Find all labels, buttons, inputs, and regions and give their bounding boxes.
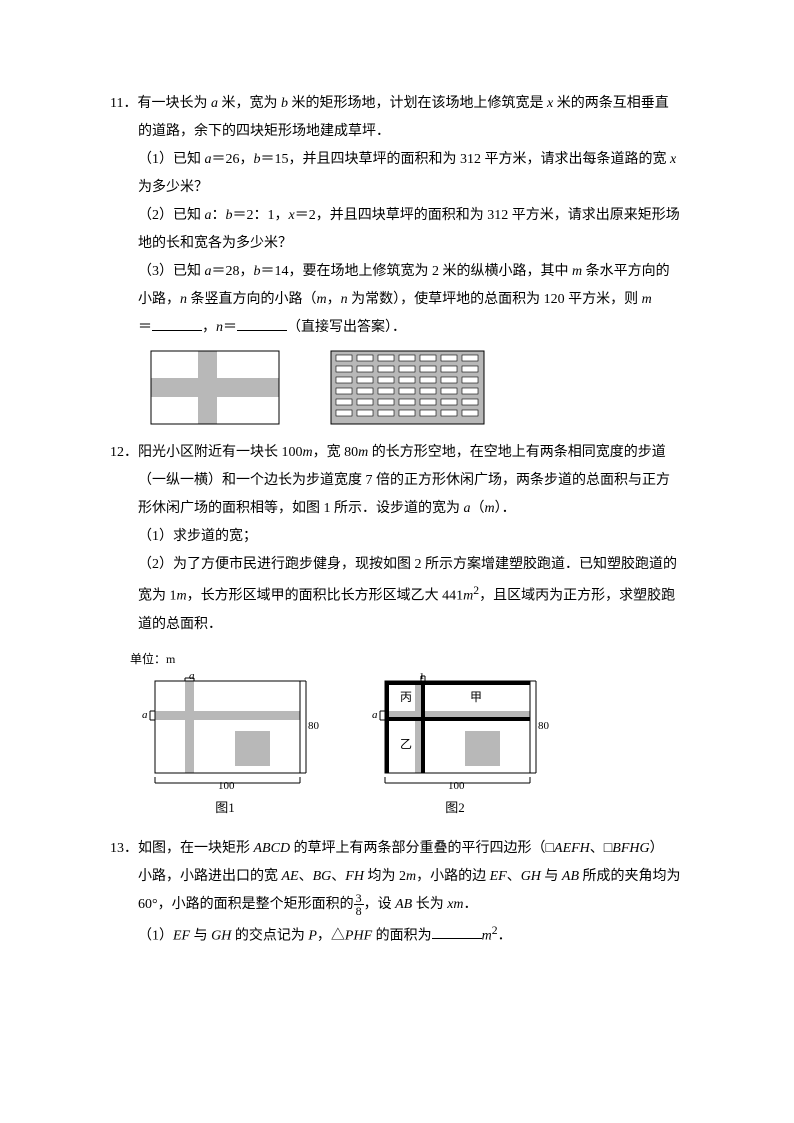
q11-p3: （3）已知 a＝28，b＝14，要在场地上修筑宽为 2 米的纵横小路，其中 m … — [110, 258, 684, 286]
fig1-label: 图1 — [215, 795, 235, 821]
problem-11: 11．有一块长为 a 米，宽为 b 米的矩形场地，计划在该场地上修筑宽是 x 米… — [110, 90, 684, 425]
q13-stem: 13．如图，在一块矩形 ABCD 的草坪上有两条部分重叠的平行四边形（□AEFH… — [110, 835, 684, 863]
svg-text:100: 100 — [448, 780, 465, 792]
q12-p2: （2）为了方便市民进行跑步健身，现按如图 2 所示方案增建塑胶跑道．已知塑胶跑道… — [110, 551, 684, 579]
blank-m[interactable] — [152, 317, 202, 331]
blank-area[interactable] — [432, 925, 482, 939]
q11-p3-ans: ＝，n＝（直接写出答案）． — [110, 314, 684, 342]
svg-text:a: a — [142, 709, 148, 721]
blank-n[interactable] — [237, 317, 287, 331]
q12-figures: 单位：m a a 80 100 图1 . — [110, 647, 684, 821]
q11-p2: （2）已知 a：b＝2：1，x＝2，并且四块草坪的面积和为 312 平方米，请求… — [110, 202, 684, 230]
q11-stem: 11．有一块长为 a 米，宽为 b 米的矩形场地，计划在该场地上修筑宽是 x 米… — [110, 90, 684, 118]
svg-text:100: 100 — [218, 780, 235, 792]
q11-num: 11． — [110, 96, 137, 111]
q11-p2-cont: 地的长和宽各为多少米？ — [110, 230, 684, 258]
q12-fig2-wrap: . 丙 甲 乙 1 a 80 100 — [360, 647, 550, 821]
q12-fig2: 丙 甲 乙 1 a 80 100 — [360, 673, 550, 793]
unit-label: 单位：m — [130, 647, 175, 671]
q11-stem-text: 有一块长为 a 米，宽为 b 米的矩形场地，计划在该场地上修筑宽是 x 米的两条… — [137, 96, 668, 111]
q11-fig1 — [150, 350, 280, 425]
q13-p1: （1）EF 与 GH 的交点记为 P，△PHF 的面积为m2． — [110, 919, 684, 951]
q12-p2-2: 宽为 1m，长方形区域甲的面积比长方形区域乙大 441m2，且区域丙为正方形，求… — [110, 579, 684, 611]
q11-p1-cont: 为多少米？ — [110, 174, 684, 202]
q11-p3-cont: 小路，n 条竖直方向的小路（m，n 为常数），使草坪地的总面积为 120 平方米… — [110, 286, 684, 314]
q13-stem-2: 小路，小路进出口的宽 AE、BG、FH 均为 2m，小路的边 EF、GH 与 A… — [110, 863, 684, 891]
q12-fig1-wrap: 单位：m a a 80 100 图1 — [130, 647, 320, 821]
q12-stem: 12．阳光小区附近有一块长 100m，宽 80m 的长方形空地，在空地上有两条相… — [110, 439, 684, 467]
problem-13: 13．如图，在一块矩形 ABCD 的草坪上有两条部分重叠的平行四边形（□AEFH… — [110, 835, 684, 951]
fig2-label: 图2 — [445, 795, 465, 821]
q11-figures — [110, 350, 684, 425]
svg-text:80: 80 — [538, 720, 550, 732]
q11-p1: （1）已知 a＝26，b＝15，并且四块草坪的面积和为 312 平方米，请求出每… — [110, 146, 684, 174]
fraction-3-8: 38 — [354, 892, 364, 917]
problem-12: 12．阳光小区附近有一块长 100m，宽 80m 的长方形空地，在空地上有两条相… — [110, 439, 684, 821]
q12-stem-3: 形休闲广场的面积相等，如图 1 所示．设步道的宽为 a（m）． — [110, 495, 684, 523]
q11-stem-cont: 的道路，余下的四块矩形场地建成草坪． — [110, 118, 684, 146]
q12-stem-2: （一纵一横）和一个边长为步道宽度 7 倍的正方形休闲广场，两条步道的总面积与正方 — [110, 467, 684, 495]
q11-fig2 — [330, 350, 485, 425]
q12-fig1: a a 80 100 — [130, 673, 320, 793]
svg-text:甲: 甲 — [470, 690, 482, 704]
svg-text:a: a — [372, 709, 378, 721]
svg-text:1: 1 — [419, 673, 425, 682]
svg-text:80: 80 — [308, 720, 320, 732]
svg-text:乙: 乙 — [400, 737, 412, 751]
q12-num: 12． — [110, 445, 138, 460]
q13-num: 13． — [110, 841, 138, 856]
q12-p1: （1）求步道的宽； — [110, 523, 684, 551]
svg-text:丙: 丙 — [400, 690, 412, 704]
q12-p2-3: 道的总面积． — [110, 611, 684, 639]
q13-stem-3: 60°，小路的面积是整个矩形面积的38，设 AB 长为 xm． — [110, 891, 684, 919]
